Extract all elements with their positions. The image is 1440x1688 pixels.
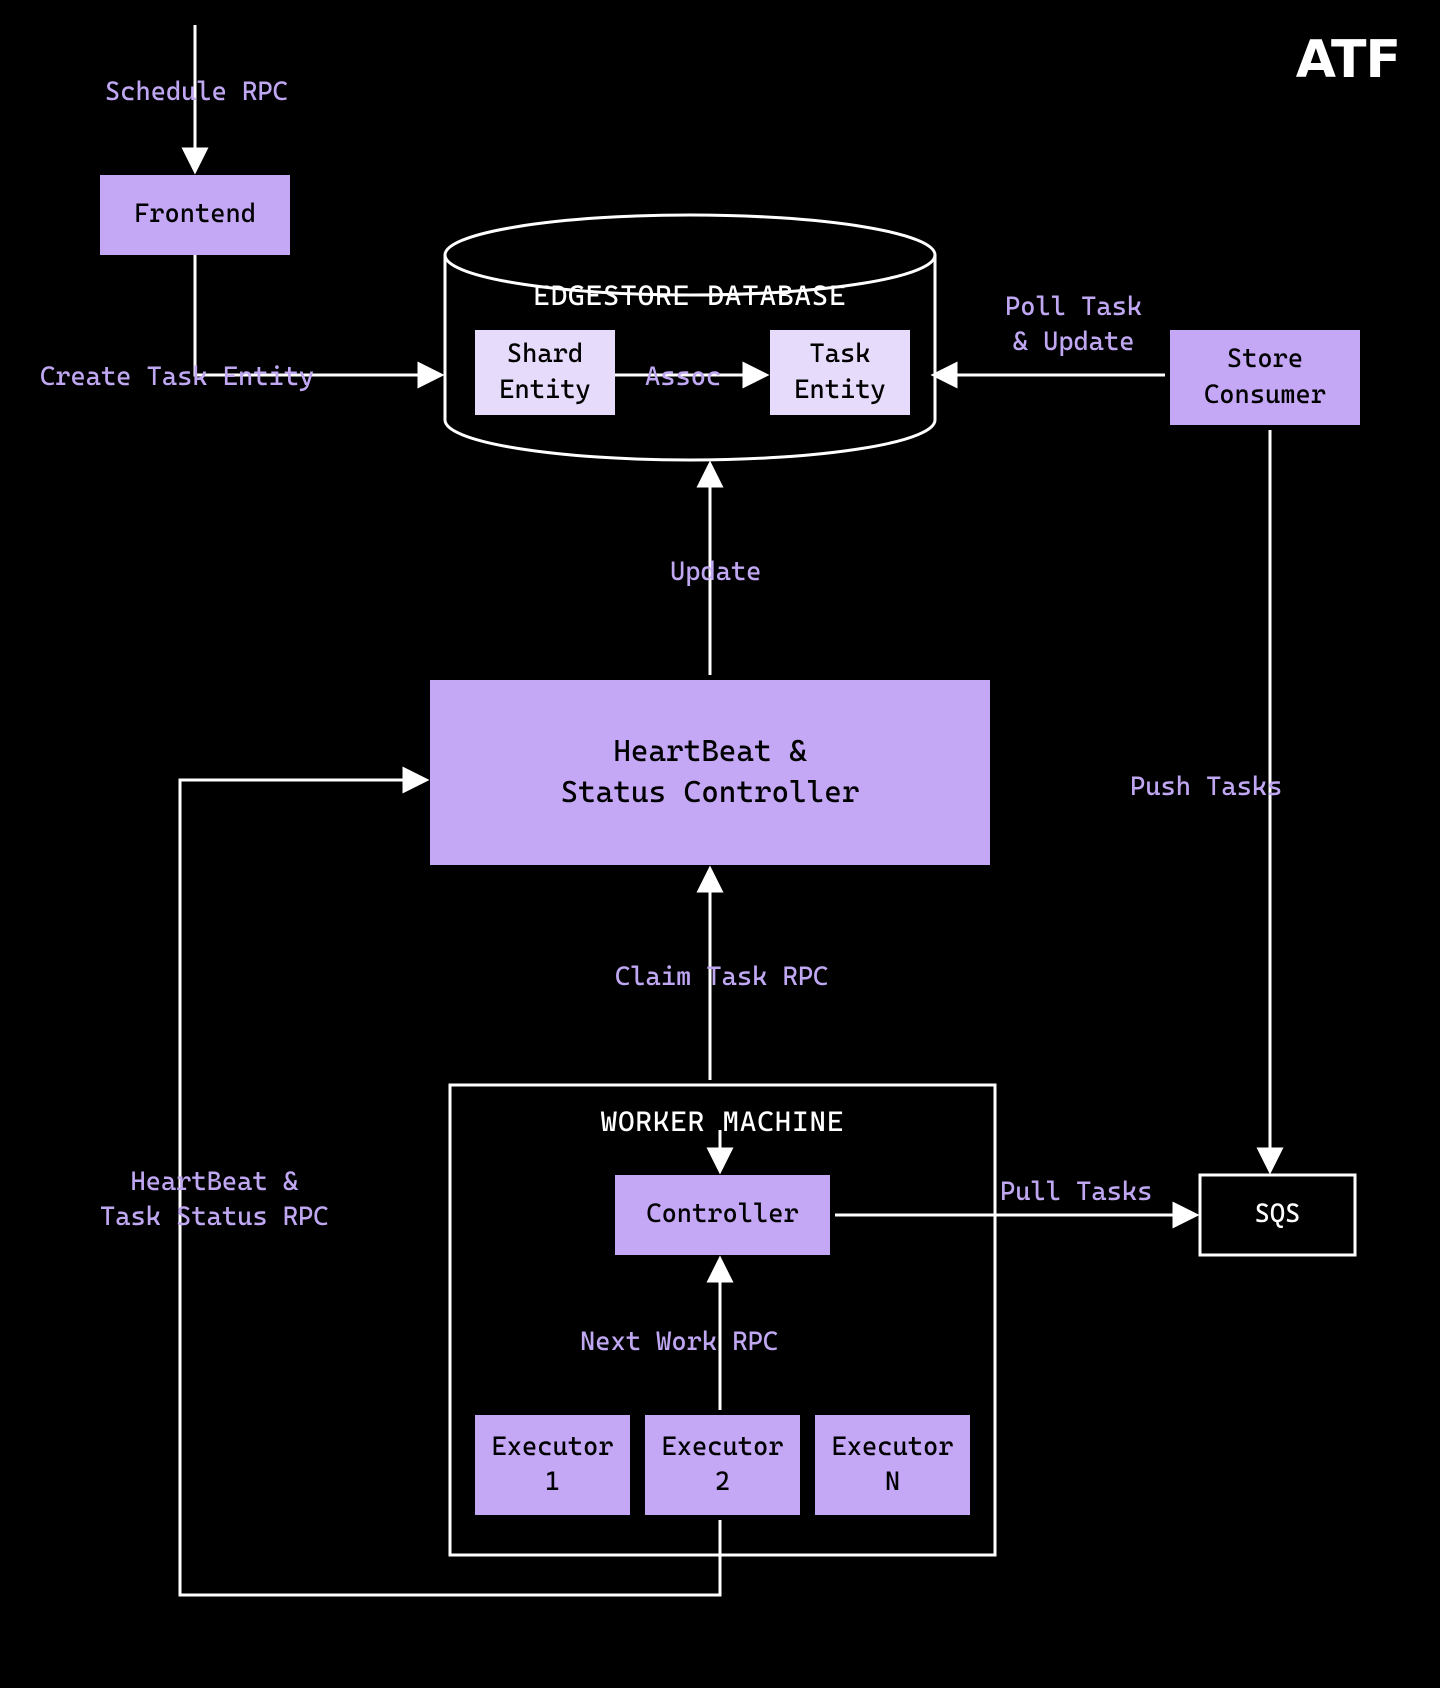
edge-label-pull-tasks: Pull Tasks	[1000, 1175, 1152, 1210]
node-task-entity: Task Entity	[770, 330, 910, 415]
worker-machine-title: WORKER MACHINE	[450, 1103, 995, 1141]
edge-label-assoc: Assoc	[645, 360, 721, 395]
node-store-consumer: Store Consumer	[1170, 330, 1360, 425]
node-hb-controller: HeartBeat & Status Controller	[430, 680, 990, 865]
node-executor-n: Executor N	[815, 1415, 970, 1515]
edge-label-next-work: Next Work RPC	[580, 1325, 778, 1360]
edge-label-push-tasks: Push Tasks	[1130, 770, 1282, 805]
edge-label-claim-task: Claim Task RPC	[615, 960, 828, 995]
node-executor-1: Executor 1	[475, 1415, 630, 1515]
edge-label-hb-rpc-out: HeartBeat & Task Status RPC	[100, 1165, 329, 1235]
node-controller: Controller	[615, 1175, 830, 1255]
edge-label-create-task: Create Task Entity	[40, 360, 314, 395]
node-shard-entity: Shard Entity	[475, 330, 615, 415]
sqs-box: SQS	[1200, 1175, 1355, 1255]
edge-label-poll-update: Poll Task & Update	[1005, 290, 1142, 360]
edge-create-task	[195, 255, 440, 375]
edge-label-schedule-rpc: Schedule RPC	[105, 75, 288, 110]
edgestore-db-title: EDGESTORE DATABASE	[490, 277, 890, 315]
node-frontend: Frontend	[100, 175, 290, 255]
node-executor-2: Executor 2	[645, 1415, 800, 1515]
edge-label-update: Update	[670, 555, 761, 590]
